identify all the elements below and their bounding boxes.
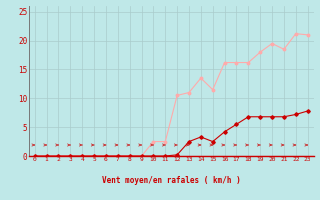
X-axis label: Vent moyen/en rafales ( km/h ): Vent moyen/en rafales ( km/h ) [102,176,241,185]
